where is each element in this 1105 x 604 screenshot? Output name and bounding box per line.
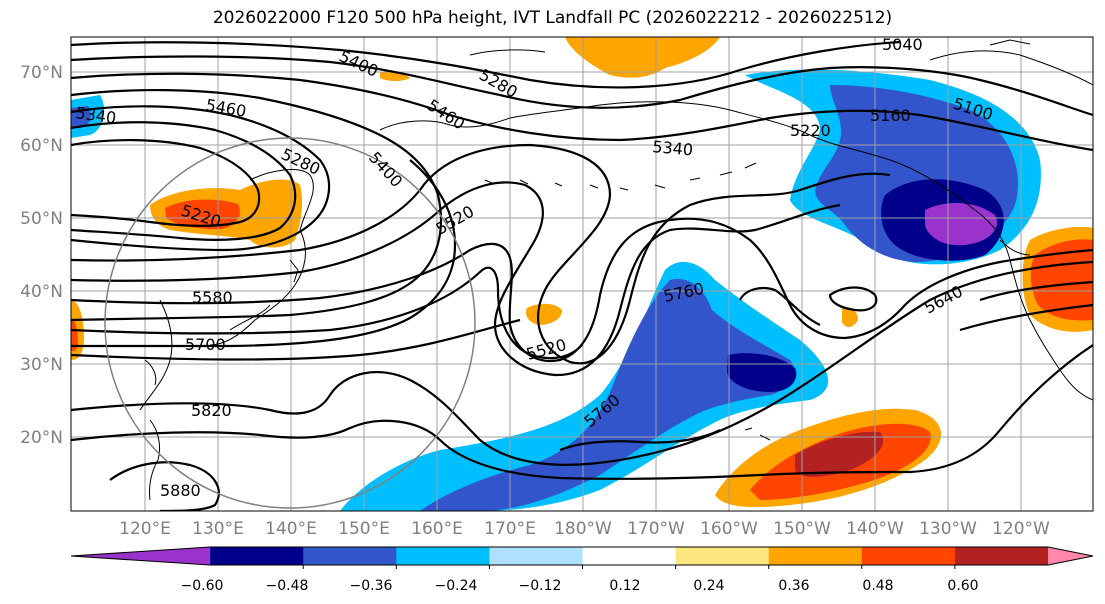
lon-label: 160°W (700, 519, 758, 539)
contour-label: 5160 (870, 106, 911, 125)
colorbar-segment (861, 547, 956, 565)
colorbar-segment (675, 547, 770, 565)
colorbar-segment (582, 547, 677, 565)
lat-label: 70°N (20, 63, 63, 83)
contour-label: 5340 (652, 137, 694, 159)
lat-label: 20°N (20, 428, 63, 448)
colorbar-segment (489, 547, 583, 565)
colorbar-tick-label: 0.36 (778, 578, 809, 594)
reference-circle (104, 137, 476, 509)
colorbar-outline (70, 546, 1094, 566)
colorbar-tick-label: 0.60 (947, 578, 978, 594)
latitude-labels: 70°N 60°N 50°N 40°N 30°N 20°N (20, 63, 63, 448)
lon-label: 160°E (411, 519, 463, 539)
map-panel: 5040 5100 5160 5220 5280 5340 5400 5460 … (71, 35, 1093, 511)
colorbar-segment (303, 547, 397, 565)
lat-label: 60°N (20, 136, 63, 156)
lon-label: 150°W (773, 519, 831, 539)
lon-label: 130°E (192, 519, 244, 539)
colorbar-extend-left (71, 547, 211, 565)
contour-label: 5580 (192, 288, 233, 307)
map-title: 2026022000 F120 500 hPa height, IVT Land… (212, 8, 893, 28)
lon-label: 120°E (119, 519, 171, 539)
colorbar-segment (768, 547, 863, 565)
colorbar-tick-label: −0.48 (266, 578, 309, 594)
lat-label: 50°N (20, 209, 63, 229)
lon-label: 150°E (338, 519, 390, 539)
height-contours (71, 40, 1093, 511)
colorbar-tick-label: −0.24 (435, 578, 478, 594)
lat-label: 40°N (20, 282, 63, 302)
map-frame (70, 36, 1094, 512)
ivt-shading (71, 37, 1093, 511)
colorbar-segment (210, 547, 304, 565)
colorbar-tick-label: 0.48 (862, 578, 893, 594)
colorbar-tick-label: −0.12 (519, 578, 562, 594)
colorbar-tick-label: −0.36 (350, 578, 393, 594)
lon-label: 170°W (627, 519, 685, 539)
longitude-labels: 120°E 130°E 140°E 150°E 160°E 170°E 180°… (119, 519, 1050, 539)
colorbar-ticks: −0.60 −0.48 −0.36 −0.24 −0.12 0.12 0.24 … (181, 578, 979, 594)
lon-label: 140°E (265, 519, 317, 539)
contour-label: 5820 (191, 401, 232, 420)
colorbar-tick-label: 0.24 (693, 578, 724, 594)
contour-label: 5040 (882, 35, 923, 54)
contour-label: 5220 (790, 121, 831, 140)
lon-label: 120°W (992, 519, 1050, 539)
lon-label: 140°W (846, 519, 904, 539)
contour-label: 5880 (160, 481, 201, 500)
colorbar (70, 546, 1094, 569)
lon-label: 170°E (484, 519, 536, 539)
lat-label: 30°N (20, 355, 63, 375)
colorbar-segment (954, 547, 1049, 565)
colorbar-tick-label: −0.60 (181, 578, 224, 594)
lon-label: 130°W (919, 519, 977, 539)
lon-label: 180°W (554, 519, 612, 539)
colorbar-tick-label: 0.12 (609, 578, 640, 594)
contour-label: 5700 (185, 335, 226, 354)
colorbar-extend-right (1048, 547, 1093, 565)
colorbar-segment (396, 547, 490, 565)
